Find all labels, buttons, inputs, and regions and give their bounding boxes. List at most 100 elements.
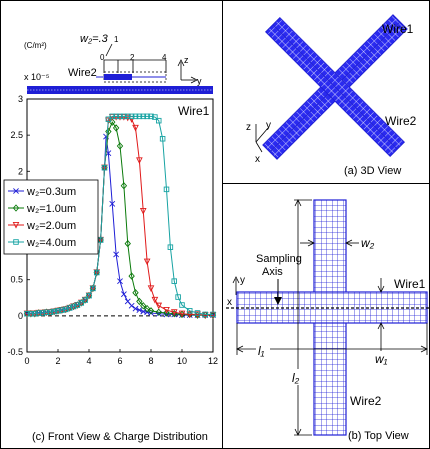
series-3-point: [51, 308, 57, 315]
dim-l2-arrow-top: [294, 199, 302, 207]
inset-axis-y-arrow: [190, 76, 198, 84]
dim-l2-arrow-bottom: [294, 428, 302, 436]
series-3-point: [186, 308, 193, 314]
inset-w2-label: w₂=.3: [80, 33, 109, 45]
x-tick-label: 4: [86, 356, 91, 366]
panel-b-caption: (b) Top View: [348, 430, 409, 442]
series-3-point: [175, 294, 181, 300]
inset-pointer: [105, 43, 113, 57]
series-1-point: [163, 309, 170, 317]
series-2-point: [147, 285, 155, 292]
series-3-point: [105, 116, 112, 122]
series-3-point: [171, 278, 177, 284]
series-1-point: [155, 308, 162, 316]
series-0-point: [120, 291, 127, 298]
series-2-point: [105, 117, 112, 125]
series-2-point: [186, 311, 194, 319]
series-2-point: [132, 124, 139, 132]
dim-w1-label: w₁: [375, 352, 388, 366]
y-tick-label: 2.5: [10, 130, 23, 140]
topview-axis-x-label: x: [227, 297, 232, 308]
y-tick-label: 0: [18, 311, 23, 321]
panel-b-svg: Sampling Axis y x l₂ w₂: [226, 199, 429, 442]
series-2-point: [136, 157, 143, 165]
dim-w1-arrow-lower: [377, 322, 385, 330]
inset-axis-z-arrow: [177, 59, 185, 67]
series-3-point: [70, 303, 77, 310]
dim-w1-arrow-upper: [377, 285, 385, 293]
series-1-point: [136, 297, 143, 306]
series-3-point: [117, 113, 123, 120]
dim-l2-label-bg: [290, 369, 306, 385]
y-tick-label: -0.5: [7, 347, 23, 357]
x-tick-label: 12: [208, 356, 218, 366]
dim-l2-label: l₂: [292, 371, 300, 385]
series-3-point: [128, 113, 135, 120]
legend-marker-0: [13, 188, 19, 194]
series-3-point: [86, 292, 92, 299]
series-2-point: [163, 307, 170, 314]
series-3-point: [93, 269, 100, 276]
topview-axis-y-arrow: [232, 276, 240, 284]
panel-a-wire2-label: Wire2: [385, 114, 417, 128]
y-tick-label: 3: [18, 94, 23, 104]
inset-axis-y-label: y: [197, 76, 202, 86]
series-3-point: [144, 113, 150, 120]
series-3-point: [109, 113, 115, 120]
series-3-point: [148, 113, 154, 120]
series-3-point: [24, 310, 30, 317]
series-3-point: [124, 113, 131, 120]
series-3-point: [167, 244, 174, 250]
series-1-point: [124, 239, 131, 248]
series-3-point: [132, 113, 139, 120]
legend-label-0: w₂=0.3um: [26, 186, 76, 198]
x-tick-label: 8: [148, 356, 153, 366]
series-3-point: [121, 113, 127, 120]
series-3-point: [101, 164, 108, 171]
sampling-label-1: Sampling: [256, 253, 302, 265]
legend-label-2: w₂=2.0um: [26, 220, 76, 232]
x-tick-label: 2: [55, 356, 60, 366]
legend-label-3: w₂=4.0um: [26, 237, 76, 249]
series-1-point: [132, 289, 139, 297]
series-0-point: [132, 305, 139, 312]
axis3d-z-label: z: [246, 122, 251, 133]
series-3-point: [113, 113, 119, 120]
series-2-point: [143, 258, 151, 266]
series-2-point: [178, 310, 186, 318]
series-3-point: [152, 114, 158, 120]
inset-tick-1: 1: [114, 35, 119, 44]
panel-b-wire2-label: Wire2: [350, 394, 382, 408]
series-2-point: [139, 207, 147, 215]
dim-l1-arrow-left: [236, 345, 244, 353]
series-0-point: [109, 200, 116, 207]
series-0-point: [117, 278, 123, 285]
inset-axis-z-label: z: [184, 55, 189, 65]
series-2-point: [151, 296, 159, 304]
series-3-point: [59, 307, 65, 313]
x-tick-label: 0: [24, 356, 29, 366]
series-1-point: [140, 302, 147, 310]
series-0-point: [128, 302, 135, 309]
charge-distribution-plot: 024681012-0.500.511.522.53w₂=0.3umw₂=1.0…: [3, 94, 218, 366]
series-1-point: [128, 272, 135, 280]
series-1-point: [112, 124, 120, 132]
panel-c: (C/m²) x 10⁻⁵ w₂=.3 0 1 2 4 Wire2: [0, 0, 223, 449]
series-3-point: [202, 311, 208, 318]
wire2-3d-edge: [272, 24, 398, 150]
series-2-point: [194, 311, 201, 319]
panel-b-wire1-label: Wire1: [394, 277, 426, 291]
series-3-point: [163, 186, 170, 193]
y-tick-label: 2: [18, 166, 23, 176]
axis3d-x-label: x: [255, 154, 260, 165]
unit-scale-label: x 10⁻⁵: [24, 72, 50, 82]
series-3-point: [39, 310, 46, 316]
series-3-point: [82, 297, 88, 303]
series-3-point: [28, 310, 34, 317]
inset-tick-2: 2: [130, 53, 135, 62]
panel-a-wire1-label: Wire1: [382, 22, 414, 36]
series-2-point: [155, 302, 163, 310]
series-3-point: [63, 306, 69, 313]
sampling-label-2: Axis: [262, 266, 283, 278]
